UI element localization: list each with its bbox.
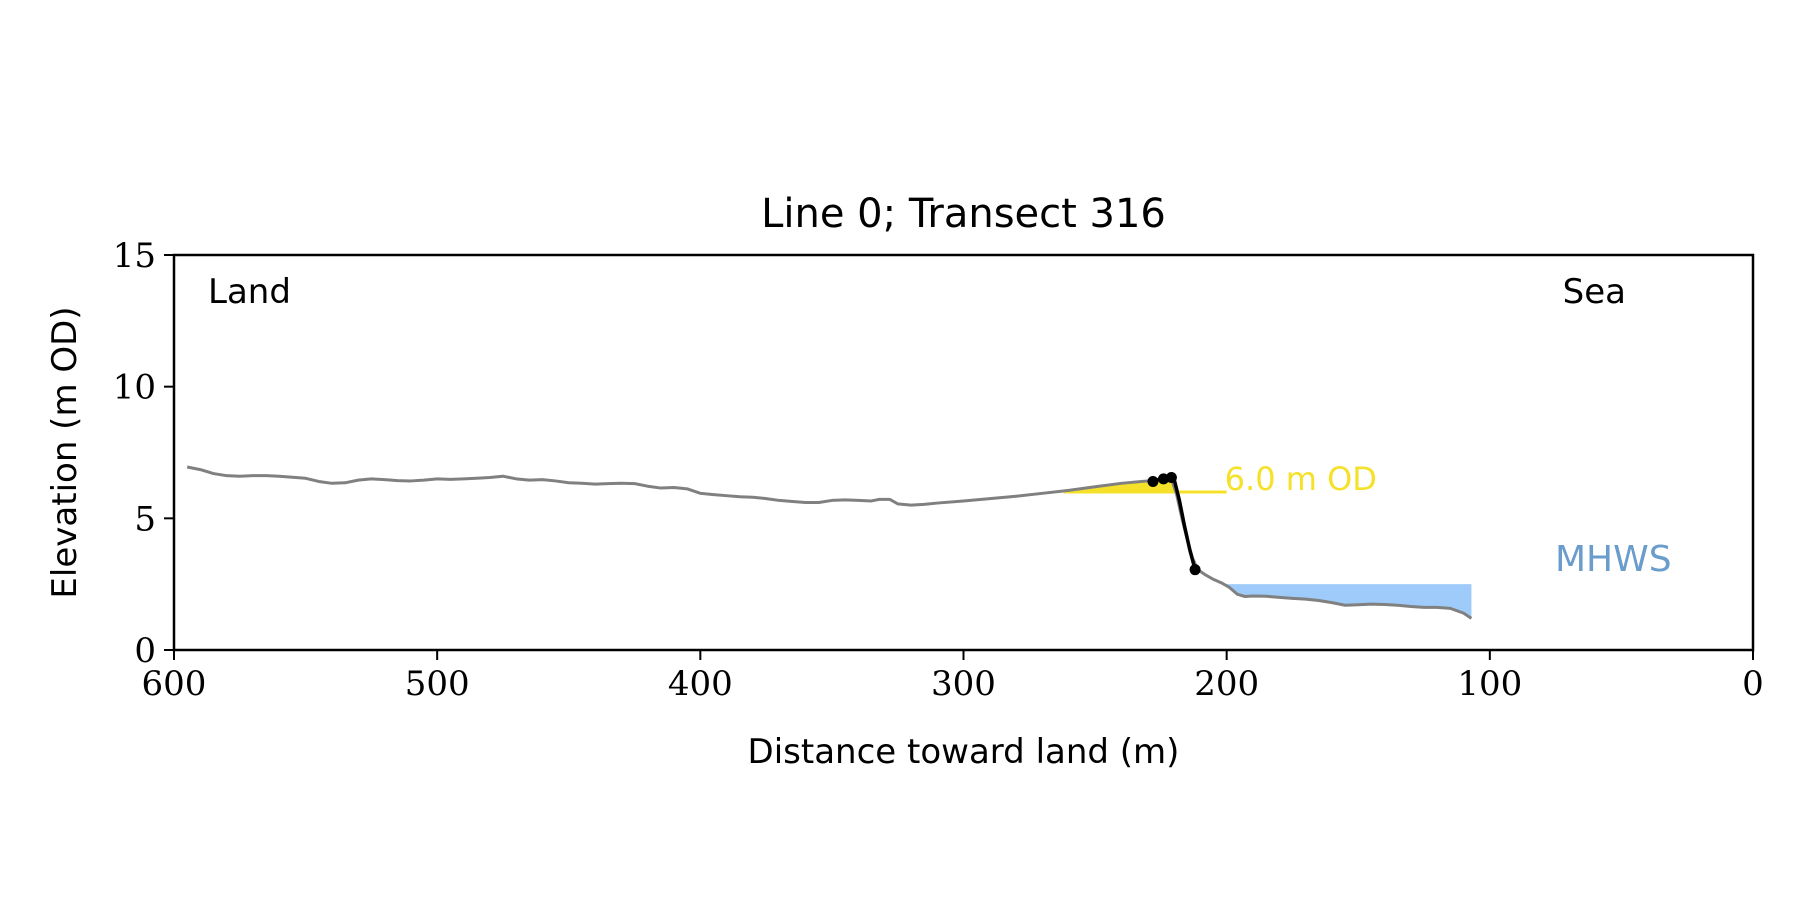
y-axis-label: Elevation (m OD) — [45, 306, 85, 598]
mhws-fill — [1226, 584, 1472, 619]
profile-line — [186, 465, 1473, 620]
chart-title: Line 0; Transect 316 — [761, 191, 1166, 237]
x-tick-label: 300 — [931, 664, 996, 704]
y-tick-label: 15 — [113, 236, 156, 276]
mhws-label: MHWS — [1555, 539, 1672, 580]
x-tick-label: 600 — [142, 664, 207, 704]
x-tick-label: 500 — [405, 664, 470, 704]
y-tick-label: 5 — [134, 499, 156, 539]
x-tick-label: 100 — [1457, 664, 1522, 704]
plot-frame — [172, 253, 1755, 652]
y-tick-label: 10 — [113, 368, 156, 408]
sea-label: Sea — [1563, 272, 1626, 312]
x-tick-label: 200 — [1194, 664, 1259, 704]
x-tick-label: 0 — [1742, 664, 1764, 704]
x-axis-label: Distance toward land (m) — [748, 732, 1180, 772]
od-level-label: 6.0 m OD — [1225, 460, 1377, 498]
land-label: Land — [208, 272, 291, 312]
y-tick-label: 0 — [134, 631, 156, 671]
cliff-point — [1147, 475, 1159, 487]
cliff-point — [1165, 472, 1177, 484]
cliff-point — [1189, 564, 1201, 576]
x-tick-label: 400 — [668, 664, 733, 704]
chart-axes: 600 500 400 300 200 100 0 0 5 10 15 — [113, 236, 1764, 704]
chart-marks — [1147, 472, 1201, 576]
